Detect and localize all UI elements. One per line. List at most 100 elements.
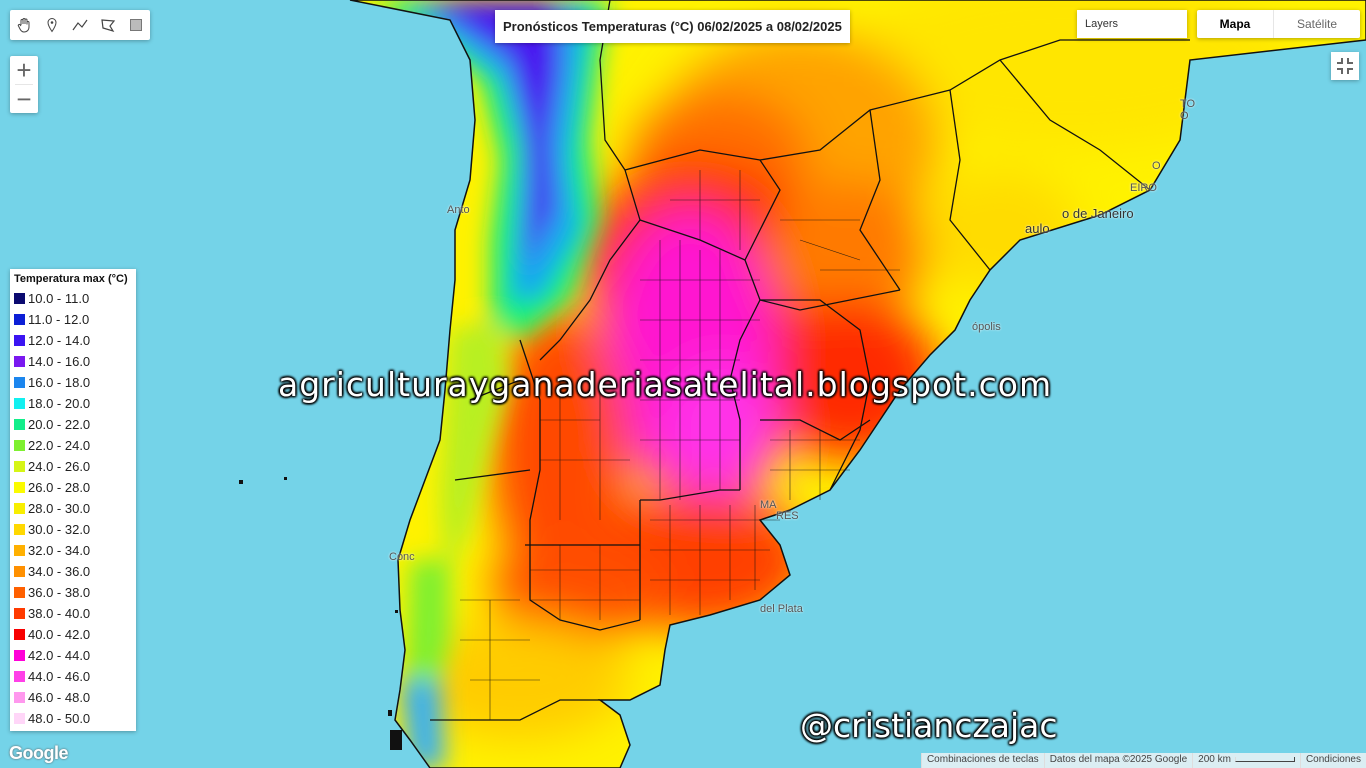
legend-item: 16.0 - 18.0 xyxy=(14,372,136,393)
legend-swatch xyxy=(14,503,25,514)
legend-item: 44.0 - 46.0 xyxy=(14,666,136,687)
legend-label: 22.0 - 24.0 xyxy=(28,438,91,453)
legend-items: 10.0 - 11.0 11.0 - 12.0 12.0 - 14.0 14.0 - … xyxy=(14,288,136,729)
keyboard-shortcuts-link[interactable]: Combinaciones de teclas xyxy=(920,753,1044,768)
legend-swatch xyxy=(14,461,25,472)
legend-item: 32.0 - 34.0 xyxy=(14,540,136,561)
legend-label: 32.0 - 34.0 xyxy=(28,543,91,558)
map-label-o2: O xyxy=(1152,160,1161,172)
map-label-ma: MA xyxy=(760,499,777,511)
legend-label: 16.0 - 18.0 xyxy=(28,375,91,390)
map-label-antofagasta: Anto xyxy=(447,204,470,216)
twitter-watermark: @cristianczajac xyxy=(800,706,1058,745)
legend-item: 26.0 - 28.0 xyxy=(14,477,136,498)
legend-swatch xyxy=(14,713,25,724)
legend-item: 34.0 - 36.0 xyxy=(14,561,136,582)
hand-pan-icon[interactable] xyxy=(10,10,38,40)
legend-item: 30.0 - 32.0 xyxy=(14,519,136,540)
scale-indicator[interactable]: 200 km xyxy=(1192,753,1300,768)
zoom-control: + − xyxy=(10,56,38,113)
legend-label: 40.0 - 42.0 xyxy=(28,627,91,642)
legend-label: 36.0 - 38.0 xyxy=(28,585,91,600)
legend-label: 38.0 - 40.0 xyxy=(28,606,91,621)
legend-swatch xyxy=(14,335,25,346)
blog-watermark: agriculturayganaderiasatelital.blogspot.… xyxy=(278,365,1053,404)
fullscreen-button[interactable] xyxy=(1331,52,1359,80)
zoom-in-button[interactable]: + xyxy=(16,55,32,85)
legend-label: 18.0 - 20.0 xyxy=(28,396,91,411)
polygon-icon[interactable] xyxy=(94,10,122,40)
legend-item: 40.0 - 42.0 xyxy=(14,624,136,645)
legend-label: 12.0 - 14.0 xyxy=(28,333,91,348)
map-label-florianopolis: ópolis xyxy=(972,321,1001,333)
legend-swatch xyxy=(14,419,25,430)
layers-dropdown[interactable]: Layers xyxy=(1077,10,1187,38)
legend-title: Temperatura max (°C) xyxy=(14,273,128,285)
legend-swatch xyxy=(14,566,25,577)
legend-label: 11.0 - 12.0 xyxy=(28,312,90,327)
legend-swatch xyxy=(14,314,25,325)
map-title: Pronósticos Temperaturas (°C) 06/02/2025… xyxy=(495,10,850,43)
map-type-mapa-button[interactable]: Mapa xyxy=(1219,17,1251,31)
legend-swatch xyxy=(14,671,25,682)
scale-bar xyxy=(1234,756,1295,762)
legend-label: 46.0 - 48.0 xyxy=(28,690,91,705)
map-label-rio: o de Janeiro xyxy=(1062,206,1134,221)
legend-label: 28.0 - 30.0 xyxy=(28,501,91,516)
legend-swatch xyxy=(14,440,25,451)
map-label-buenos-aires: RES xyxy=(776,510,799,522)
map-type-control: Mapa Satélite xyxy=(1197,10,1360,38)
legend-label: 14.0 - 16.0 xyxy=(28,354,91,369)
drawing-toolbar xyxy=(10,10,150,40)
legend-item: 22.0 - 24.0 xyxy=(14,435,136,456)
legend-label: 48.0 - 50.0 xyxy=(28,711,91,726)
legend-swatch xyxy=(14,398,25,409)
legend-swatch xyxy=(14,524,25,535)
scale-label: 200 km xyxy=(1198,754,1231,765)
map-label-sao-paulo: aulo xyxy=(1025,221,1050,236)
legend-swatch xyxy=(14,692,25,703)
zoom-divider xyxy=(15,84,33,85)
legend-item: 18.0 - 20.0 xyxy=(14,393,136,414)
legend-label: 20.0 - 22.0 xyxy=(28,417,91,432)
map-data-attribution: Datos del mapa ©2025 Google xyxy=(1043,753,1193,768)
fullscreen-exit-icon xyxy=(1337,58,1353,74)
zoom-out-button[interactable]: − xyxy=(16,84,32,114)
legend-item: 10.0 - 11.0 xyxy=(14,288,136,309)
map-label-to: TO xyxy=(1180,98,1196,110)
legend-label: 24.0 - 26.0 xyxy=(28,459,91,474)
rectangle-icon[interactable] xyxy=(122,10,150,40)
legend-swatch xyxy=(14,377,25,388)
marker-icon[interactable] xyxy=(38,10,66,40)
google-logo: Google xyxy=(9,743,69,763)
legend-label: 10.0 - 11.0 xyxy=(28,291,90,306)
legend-item: 11.0 - 12.0 xyxy=(14,309,136,330)
legend-swatch xyxy=(14,629,25,640)
legend-swatch xyxy=(14,608,25,619)
map-label-mar-del-plata: del Plata xyxy=(760,603,803,615)
polyline-icon[interactable] xyxy=(66,10,94,40)
map-type-satelite-button[interactable]: Satélite xyxy=(1273,10,1360,38)
map-label-o: O xyxy=(1180,110,1189,122)
map-label-concepcion: Conc xyxy=(389,551,415,563)
legend-item: 28.0 - 30.0 xyxy=(14,498,136,519)
legend-item: 46.0 - 48.0 xyxy=(14,687,136,708)
legend-item: 20.0 - 22.0 xyxy=(14,414,136,435)
legend-swatch xyxy=(14,293,25,304)
legend-item: 36.0 - 38.0 xyxy=(14,582,136,603)
legend-item: 38.0 - 40.0 xyxy=(14,603,136,624)
map-label-eiro: EIRO xyxy=(1130,182,1157,194)
legend-swatch xyxy=(14,650,25,661)
legend-label: 26.0 - 28.0 xyxy=(28,480,91,495)
legend-swatch xyxy=(14,482,25,493)
map-attribution-bar: Combinaciones de teclas Datos del mapa ©… xyxy=(920,753,1366,768)
legend-label: 44.0 - 46.0 xyxy=(28,669,91,684)
legend-label: 30.0 - 32.0 xyxy=(28,522,91,537)
legend-item: 48.0 - 50.0 xyxy=(14,708,136,729)
legend-item: 24.0 - 26.0 xyxy=(14,456,136,477)
terms-link[interactable]: Condiciones xyxy=(1299,753,1366,768)
legend-label: 34.0 - 36.0 xyxy=(28,564,91,579)
legend-swatch xyxy=(14,587,25,598)
legend-swatch xyxy=(14,356,25,367)
